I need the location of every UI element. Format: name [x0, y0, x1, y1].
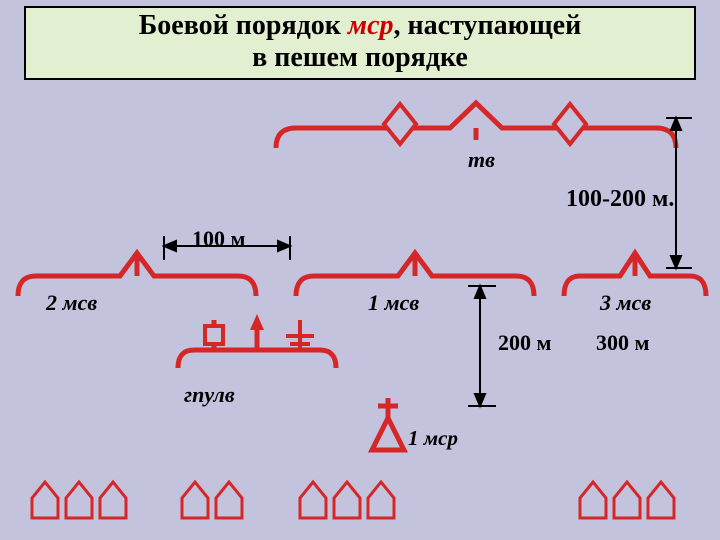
msr1-symbol: [372, 398, 404, 450]
label-2msv: 2 мсв: [46, 290, 97, 316]
label-1msv: 1 мсв: [368, 290, 419, 316]
diagram-svg: [0, 0, 720, 540]
label-100m: 100 м: [192, 226, 246, 252]
label-tv: тв: [468, 147, 495, 173]
house-symbols: [32, 482, 674, 518]
label-100-200: 100-200 м.: [566, 186, 674, 213]
top-bracket: [276, 103, 676, 148]
label-300m: 300 м: [596, 330, 650, 356]
label-1msr: 1 мср: [408, 426, 458, 451]
label-200m: 200 м: [498, 330, 552, 356]
label-gpulv: гпулв: [184, 382, 235, 408]
dim-200m: [468, 286, 496, 406]
gpulv-bracket: [178, 314, 336, 368]
label-3msv: 3 мсв: [600, 290, 651, 316]
